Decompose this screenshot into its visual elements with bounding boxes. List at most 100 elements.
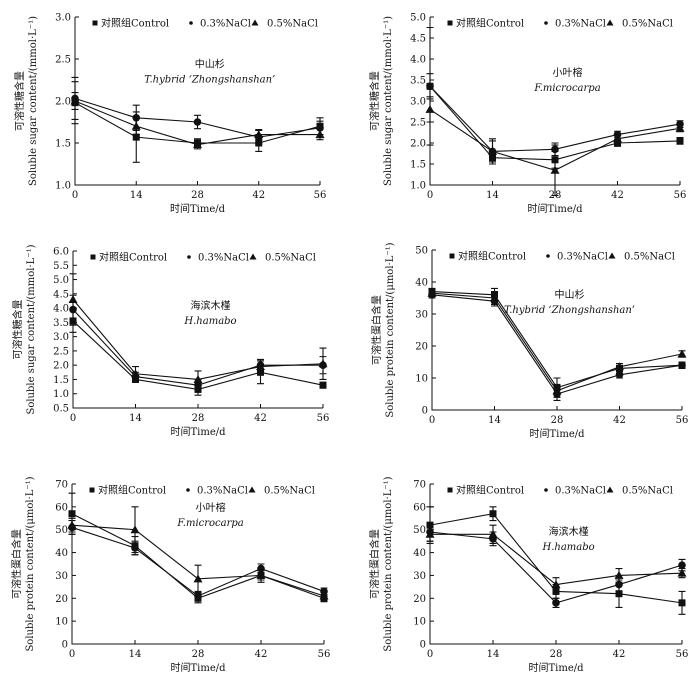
series-triangle	[68, 273, 328, 389]
legend-label: 0.3%NaCl	[555, 486, 606, 497]
y-tick-label: 30	[413, 571, 426, 582]
legend-circle-swatch	[544, 21, 548, 25]
legend-circle-swatch	[544, 488, 548, 492]
triangle-marker-3	[615, 362, 624, 371]
x-tick-label: 28	[191, 190, 204, 201]
y-tick-label: 5.0	[53, 275, 69, 286]
x-tick-label: 0	[72, 190, 78, 201]
legend-circle-swatch	[187, 255, 191, 259]
y-tick-label: 5.5	[53, 261, 69, 272]
x-axis-label: 时间Time/d	[527, 202, 583, 215]
triangle-marker-1	[488, 529, 498, 538]
x-axis-label: 时间Time/d	[170, 202, 226, 215]
x-tick-label: 28	[551, 415, 564, 426]
species-name-latin: T.hybrid ‘Zhongshanshan’	[144, 74, 275, 85]
y-tick-label: 3.5	[53, 318, 69, 329]
legend-circle-swatch	[189, 21, 193, 25]
y-tick-label: 4.0	[410, 55, 426, 66]
y-axis-label-cn: 可溶性糖含量	[11, 300, 24, 360]
axes-frame	[74, 17, 320, 186]
circle-marker-2	[552, 599, 560, 607]
legend-triangle-swatch	[251, 19, 259, 26]
y-tick-label: 0.5	[53, 404, 69, 415]
legend-label: 0.5%NaCl	[265, 253, 316, 264]
chart-panel-5: 0 10 20 30 40 50 60 70 0 14 28 42 56 时间Time/d 可溶性蛋白含量 S…	[10, 476, 330, 674]
species-name-cn: 中山杉	[195, 57, 225, 70]
legend-square-swatch	[90, 254, 96, 260]
x-tick-label: 14	[488, 415, 501, 426]
legend-triangle-swatch	[606, 19, 614, 26]
triangle-marker-0	[425, 529, 435, 538]
y-axis-label-en: Soluble sugar content/(mmol·L⁻¹)	[28, 16, 39, 186]
y-tick-label: 4.0	[53, 304, 69, 315]
y-tick-label: 50	[55, 525, 68, 536]
legend-label: 0.5%NaCl	[267, 19, 318, 30]
y-axis-label-cn: 可溶性糖含量	[368, 71, 381, 131]
legend-square-swatch	[92, 20, 98, 26]
y-tick-label: 4.5	[53, 289, 69, 300]
y-axis-label-cn: 可溶性蛋白含量	[368, 529, 381, 599]
y-tick-label: 2.0	[53, 361, 69, 372]
triangle-marker-1	[490, 293, 499, 302]
legend-circle-swatch	[546, 254, 550, 258]
y-tick-label: 50	[413, 525, 426, 536]
x-tick-label: 56	[314, 190, 327, 201]
species-name-latin: F.microcarpa	[176, 518, 243, 529]
legend-label: 对照组Control	[99, 251, 167, 264]
y-tick-label: 1.0	[410, 181, 426, 192]
y-axis-label-en: Soluble protein content/(μmol·L⁻¹)	[385, 242, 396, 417]
species-name-cn: 海滨木槿	[191, 299, 231, 312]
triangle-marker-0	[427, 288, 437, 297]
x-tick-label: 42	[613, 415, 626, 426]
triangle-marker-1	[131, 369, 140, 378]
y-tick-label: 2.5	[410, 118, 426, 129]
y-axis-label-cn: 可溶性蛋白含量	[10, 529, 23, 599]
y-tick-label: 3.0	[410, 97, 426, 108]
y-tick-label: 0	[62, 640, 68, 651]
square-marker-0	[68, 510, 76, 518]
chart-panel-4: 0 10 20 30 40 50 0 14 28 42 56 时间Time/d 可溶性蛋白含量 Solub…	[370, 242, 688, 440]
x-tick-label: 14	[130, 190, 143, 201]
y-axis-label-en: Soluble protein content/(μmol·L⁻¹)	[383, 476, 394, 651]
y-tick-label: 50	[415, 246, 428, 257]
triangle-marker-0	[70, 96, 80, 105]
legend-label: 对照组Control	[458, 250, 526, 263]
x-tick-label: 56	[676, 415, 689, 426]
square-marker-1	[132, 133, 140, 141]
legend-triangle-swatch	[606, 486, 614, 493]
x-axis-label: 时间Time/d	[528, 661, 584, 674]
legend-square-swatch	[449, 253, 455, 259]
y-tick-label: 5.0	[410, 13, 426, 24]
y-tick-label: 10	[415, 374, 428, 385]
triangle-marker-1	[488, 146, 497, 155]
legend-triangle-swatch	[248, 486, 256, 493]
triangle-marker-2	[193, 374, 203, 383]
species-name-cn: 小叶榕	[553, 66, 583, 79]
x-tick-label: 56	[318, 649, 331, 660]
y-tick-label: 10	[413, 617, 426, 628]
y-tick-label: 2.5	[55, 55, 71, 66]
legend-label: 0.3%NaCl	[198, 253, 249, 264]
triangle-marker-3	[256, 362, 265, 371]
x-tick-label: 56	[674, 190, 687, 201]
legend-label: 0.3%NaCl	[555, 19, 606, 30]
legend-circle-swatch	[186, 488, 190, 492]
species-name-latin: T.hybrid ‘Zhongshanshan’	[504, 305, 635, 316]
y-axis-label-cn: 可溶性糖含量	[13, 71, 26, 131]
y-tick-label: 2.0	[55, 97, 71, 108]
x-tick-label: 56	[676, 649, 689, 660]
y-tick-label: 6.0	[53, 247, 69, 258]
triangle-marker-0	[68, 295, 78, 304]
circle-marker-2	[193, 118, 202, 126]
x-tick-label: 0	[427, 190, 433, 201]
species-name-latin: F.microcarpa	[533, 83, 600, 94]
y-tick-label: 0	[422, 406, 428, 417]
series-triangle	[70, 92, 325, 150]
series-triangle	[67, 506, 329, 600]
square-marker-4	[319, 381, 327, 389]
legend-label: 对照组Control	[456, 17, 524, 30]
y-tick-label: 60	[55, 502, 68, 513]
x-tick-label: 42	[252, 190, 265, 201]
y-tick-label: 20	[413, 594, 426, 605]
